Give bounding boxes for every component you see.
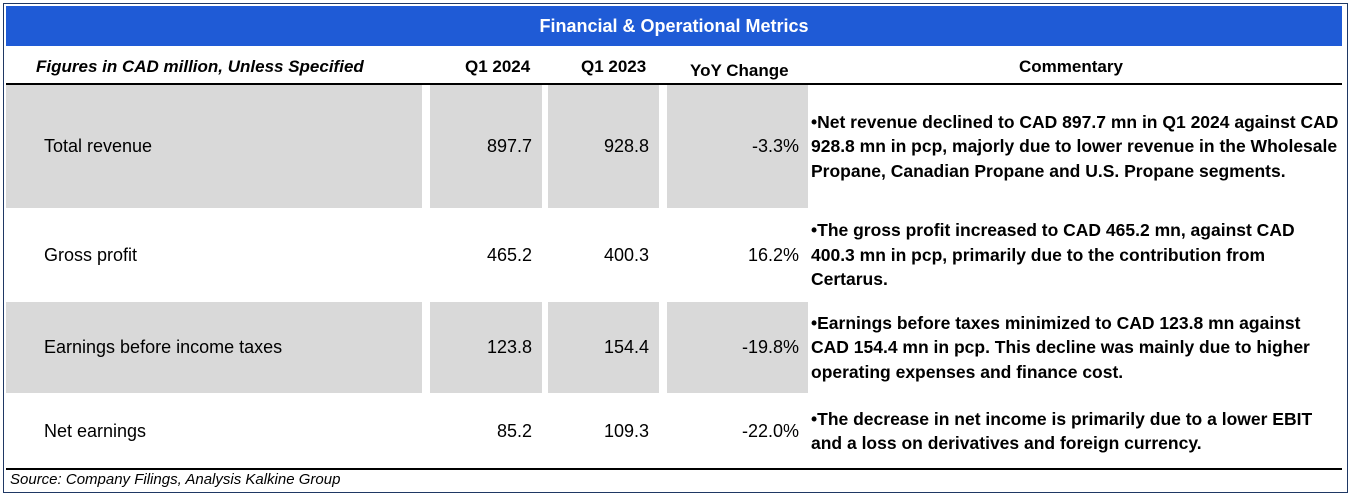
table-frame: [3, 3, 1348, 493]
header-q1-2023: Q1 2023: [581, 57, 647, 76]
row-commentary: •Net revenue declined to CAD 897.7 mn in…: [811, 111, 1339, 181]
row-yoy: -19.8%: [667, 302, 808, 393]
row-q1-2024: 465.2: [486, 244, 532, 265]
row-commentary: •The gross profit increased to CAD 465.2…: [811, 220, 1295, 290]
row-q1-2024: 897.7: [430, 85, 542, 208]
row-q1-2023: 928.8: [548, 85, 659, 208]
header-q1-2024: Q1 2024: [465, 57, 531, 76]
header-commentary: Commentary: [1019, 57, 1123, 76]
header-yoy-change: YoY Change: [690, 61, 789, 80]
header-divider: [6, 83, 1342, 85]
row-q1-2023: 109.3: [603, 420, 649, 441]
row-label: Total revenue: [6, 85, 422, 208]
row-label: Gross profit: [44, 244, 138, 265]
header-figures-label: Figures in CAD million, Unless Specified: [36, 57, 364, 76]
row-label: Net earnings: [44, 420, 147, 441]
row-q1-2024: 123.8: [430, 302, 542, 393]
row-yoy: -22.0%: [741, 420, 799, 441]
row-q1-2023: 154.4: [548, 302, 659, 393]
row-q1-2024: 85.2: [496, 420, 532, 441]
row-q1-2023: 400.3: [603, 244, 649, 265]
row-yoy: -3.3%: [667, 85, 808, 208]
row-commentary: •The decrease in net income is primarily…: [811, 408, 1313, 454]
row-label: Earnings before income taxes: [6, 302, 422, 393]
footer-divider: [6, 468, 1342, 470]
table-title: Financial & Operational Metrics: [6, 6, 1342, 46]
source-note: Source: Company Filings, Analysis Kalkin…: [10, 471, 341, 488]
row-yoy: 16.2%: [747, 244, 799, 265]
row-commentary: •Earnings before taxes minimized to CAD …: [811, 312, 1310, 382]
